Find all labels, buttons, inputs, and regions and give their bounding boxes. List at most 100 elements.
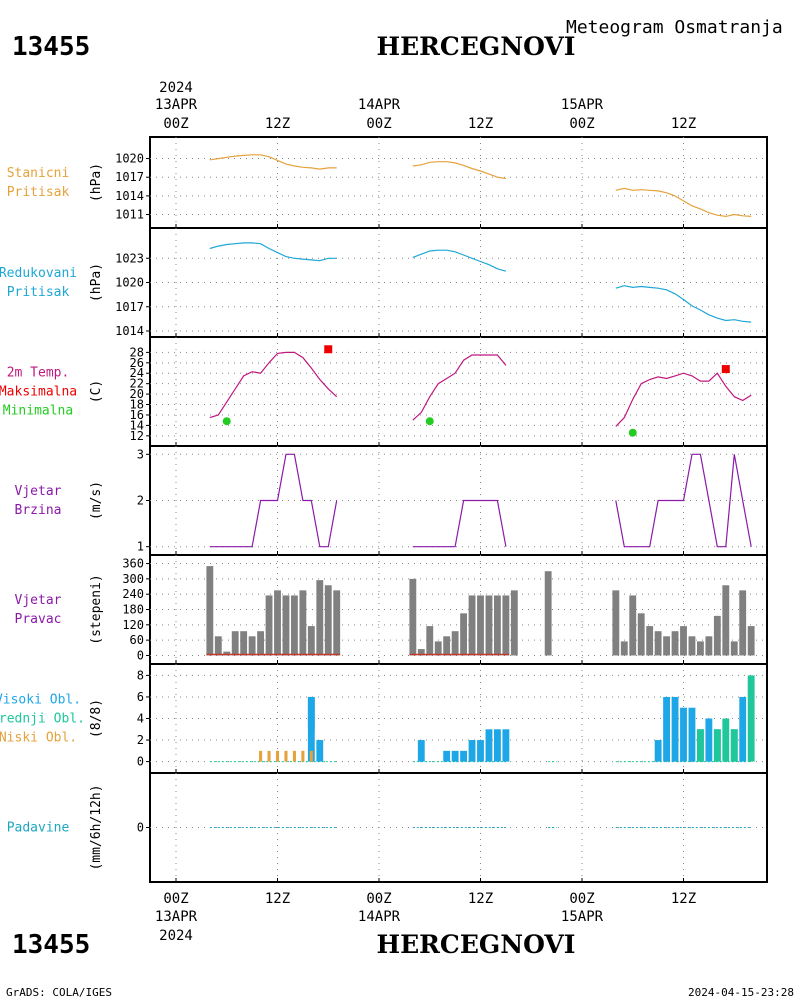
direction-bar (426, 626, 434, 656)
y-tick-label: 14 (130, 418, 144, 432)
top-time-axis: 2024 13APR 00Z 12Z 14APR 00Z 12Z 15APR 00Z 12Z (155, 80, 696, 132)
footer-timestamp: 2024-04-15-23:28 (688, 986, 794, 999)
direction-bar (468, 595, 476, 656)
y-tick-label: 0 (137, 648, 144, 662)
direction-bar (637, 613, 645, 656)
series-line (209, 154, 337, 170)
direction-bar (510, 590, 518, 656)
bottom-date-label: 13APR (155, 909, 198, 925)
y-tick-label: 1020 (115, 276, 144, 290)
panel-label: Redukovani (0, 266, 77, 281)
y-tick-label: 0 (137, 821, 144, 835)
y-axis-title: (mm/6h/12h) (89, 784, 104, 870)
direction-bar (299, 590, 307, 656)
plot-area (209, 453, 752, 548)
panel-frame (149, 227, 768, 338)
y-tick-label: 300 (122, 572, 144, 586)
station-id-top: 13455 (12, 32, 90, 62)
y-tick-label: 0 (137, 755, 144, 769)
cloud-bar (301, 750, 305, 762)
tmin-marker (222, 417, 231, 426)
direction-bar (240, 631, 248, 656)
top-hour-label: 00Z (163, 116, 188, 132)
cloud-bar (451, 750, 459, 762)
tmax-marker (721, 365, 730, 374)
direction-bar (722, 585, 730, 656)
panel-frame (149, 136, 768, 229)
y-tick-label: 1020 (115, 152, 144, 166)
top-date-label: 14APR (358, 97, 401, 113)
bottom-hour-label: 00Z (366, 891, 391, 907)
y-tick-label: 1 (137, 540, 144, 554)
panel-clouds: 0 2 4 6 8 (8/8) Visoki Obl. Srednji Obl. Niski O… (0, 663, 768, 774)
y-axis-title: (stepeni) (89, 574, 104, 644)
bottom-date-label: 15APR (561, 909, 604, 925)
direction-bar (434, 641, 442, 656)
direction-bar (443, 636, 451, 656)
panel-frame (149, 336, 768, 447)
top-hour-label: 00Z (569, 116, 594, 132)
direction-bar (460, 613, 468, 656)
direction-bar (231, 631, 239, 656)
footer-credit: GrADS: COLA/IGES (6, 986, 112, 999)
direction-bar (493, 595, 501, 656)
y-tick-label: 2 (137, 733, 144, 747)
direction-bar (612, 590, 620, 656)
cloud-bar (309, 750, 313, 762)
y-tick-label: 20 (130, 387, 144, 401)
cloud-bar (460, 750, 468, 762)
series-line (412, 354, 507, 421)
cloud-bar (713, 729, 721, 762)
tmin-marker (425, 417, 434, 426)
y-tick-label: 6 (137, 690, 144, 704)
top-year-label: 2024 (159, 80, 193, 96)
series-line (209, 351, 338, 419)
panel-label: Niski Obl. (0, 731, 77, 746)
direction-bar (257, 631, 265, 656)
panel-label: Pravac (15, 612, 62, 627)
direction-bar (451, 631, 459, 656)
cloud-bar (671, 696, 679, 762)
cloud-bar (316, 740, 324, 762)
meteogram-panels: 1011101410171020(hPa)StanicniPritisak101… (0, 136, 768, 883)
y-tick-label: 24 (130, 366, 144, 380)
y-tick-label: 1017 (115, 300, 144, 314)
tmax-marker (324, 345, 333, 354)
cloud-bar (493, 729, 501, 762)
y-tick-label: 12 (130, 429, 144, 443)
direction-bar (248, 636, 256, 656)
direction-bar (739, 590, 747, 656)
bottom-hour-label: 12Z (671, 891, 696, 907)
panel-label: 2m Temp. (7, 366, 70, 381)
direction-bar (654, 631, 662, 656)
bottom-time-axis: 2024 00Z 13APR 12Z 00Z 14APR 12Z 00Z 15APR 12Z (155, 891, 696, 944)
direction-bar (274, 590, 281, 656)
cloud-bar (292, 750, 296, 762)
station-name-top: HERCEGNOVI (376, 32, 575, 61)
top-date-label: 15APR (561, 97, 604, 113)
cloud-bar (722, 718, 730, 762)
series-line (412, 249, 507, 272)
cloud-bar (485, 729, 493, 762)
direction-bar (620, 641, 628, 656)
direction-bar (265, 595, 273, 656)
direction-bar (688, 636, 696, 656)
meteogram-subtitle: Meteogram Osmatranja (566, 17, 783, 38)
bottom-year-label: 2024 (159, 928, 193, 944)
y-tick-label: 8 (137, 668, 144, 682)
plot-area (209, 675, 755, 763)
y-tick-label: 3 (137, 447, 144, 461)
panel-label: Maksimalna (0, 385, 77, 400)
cloud-bar (307, 696, 315, 762)
y-tick-label: 1017 (115, 170, 144, 184)
y-tick-label: 1014 (115, 189, 144, 203)
series-line (615, 187, 752, 218)
cloud-bar (696, 729, 704, 762)
cloud-bar (502, 729, 510, 762)
plot-area (209, 345, 752, 437)
cloud-bar (267, 750, 271, 762)
direction-bar (333, 590, 341, 656)
y-axis-title: (hPa) (89, 263, 104, 302)
y-axis-title: (C) (89, 380, 104, 403)
panel-label: Padavine (7, 821, 70, 836)
